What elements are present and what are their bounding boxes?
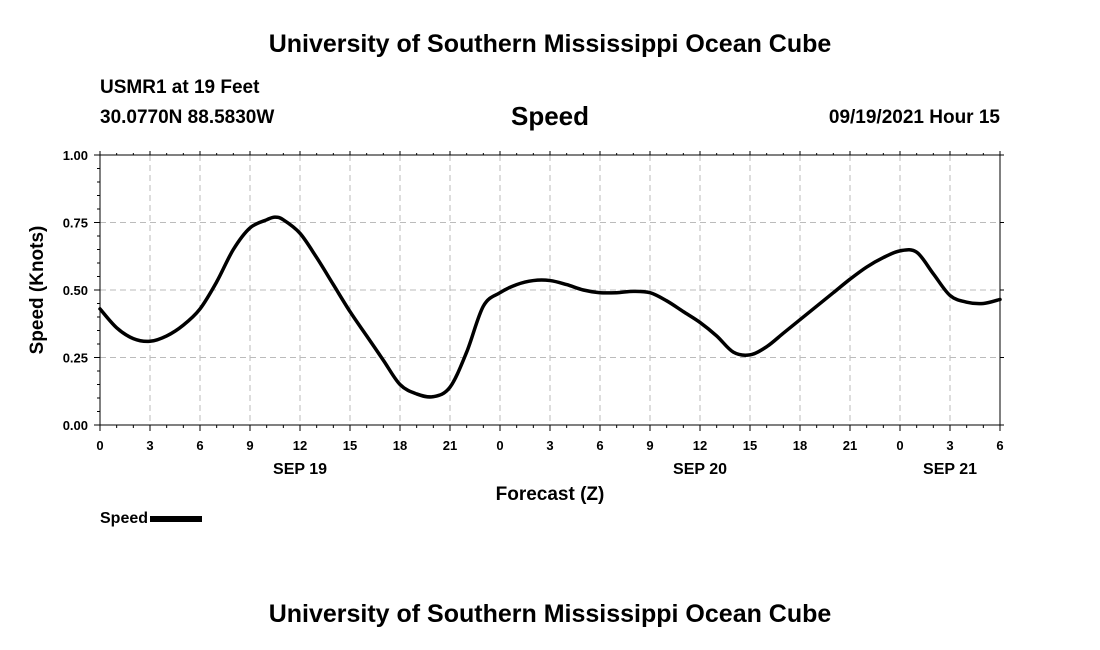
y-tick-label: 0.50: [63, 283, 88, 298]
grid: [100, 155, 1000, 425]
x-axis-label: Forecast (Z): [496, 484, 605, 505]
speed-series-line: [98, 215, 1002, 399]
x-tick-label: 21: [443, 438, 457, 453]
day-label: SEP 19: [273, 461, 327, 478]
x-tick-label: 0: [496, 438, 503, 453]
x-tick-label: 18: [393, 438, 407, 453]
forecast-datetime: 09/19/2021 Hour 15: [828, 107, 1000, 128]
x-tick-label: 0: [96, 438, 103, 453]
y-tick-label: 0.25: [63, 351, 88, 366]
y-tick-label: 0.75: [63, 216, 88, 231]
legend-label: Speed: [100, 510, 149, 527]
day-label: SEP 21: [923, 461, 977, 478]
station-coordinates: 30.0770N 88.5830W: [100, 107, 275, 128]
day-label: SEP 20: [673, 461, 727, 478]
x-tick-label: 12: [693, 438, 707, 453]
y-axis-label: Speed (Knots): [27, 226, 48, 355]
x-tick-label: 9: [646, 438, 653, 453]
x-tick-label: 6: [996, 438, 1003, 453]
legend-line-swatch: [150, 515, 203, 522]
x-tick-label: 6: [196, 438, 203, 453]
axis-ticks: [94, 151, 1004, 431]
x-tick-label: 15: [743, 438, 757, 453]
x-tick-label: 18: [793, 438, 807, 453]
chart-title: Speed: [510, 101, 590, 131]
x-tick-label: 6: [596, 438, 603, 453]
axis-labels: 0.00 0.25 0.50 0.75 1.00 0 3 6 9 12 15 18 21 0 3 6 9 12 15…: [63, 148, 1004, 478]
x-tick-label: 3: [146, 438, 153, 453]
x-tick-label: 3: [946, 438, 953, 453]
x-tick-label: 15: [343, 438, 357, 453]
page-title: University of Southern Mississippi Ocean…: [268, 30, 832, 58]
x-tick-label: 3: [546, 438, 553, 453]
x-tick-label: 21: [843, 438, 857, 453]
footer-title: University of Southern Mississippi Ocean…: [268, 600, 832, 628]
x-tick-label: 12: [293, 438, 307, 453]
y-tick-label: 0.00: [63, 418, 88, 433]
x-tick-label: 9: [246, 438, 253, 453]
x-tick-label: 0: [896, 438, 903, 453]
legend: Speed: [100, 510, 203, 528]
station-label: USMR1 at 19 Feet: [100, 77, 260, 98]
y-tick-label: 1.00: [63, 148, 88, 163]
